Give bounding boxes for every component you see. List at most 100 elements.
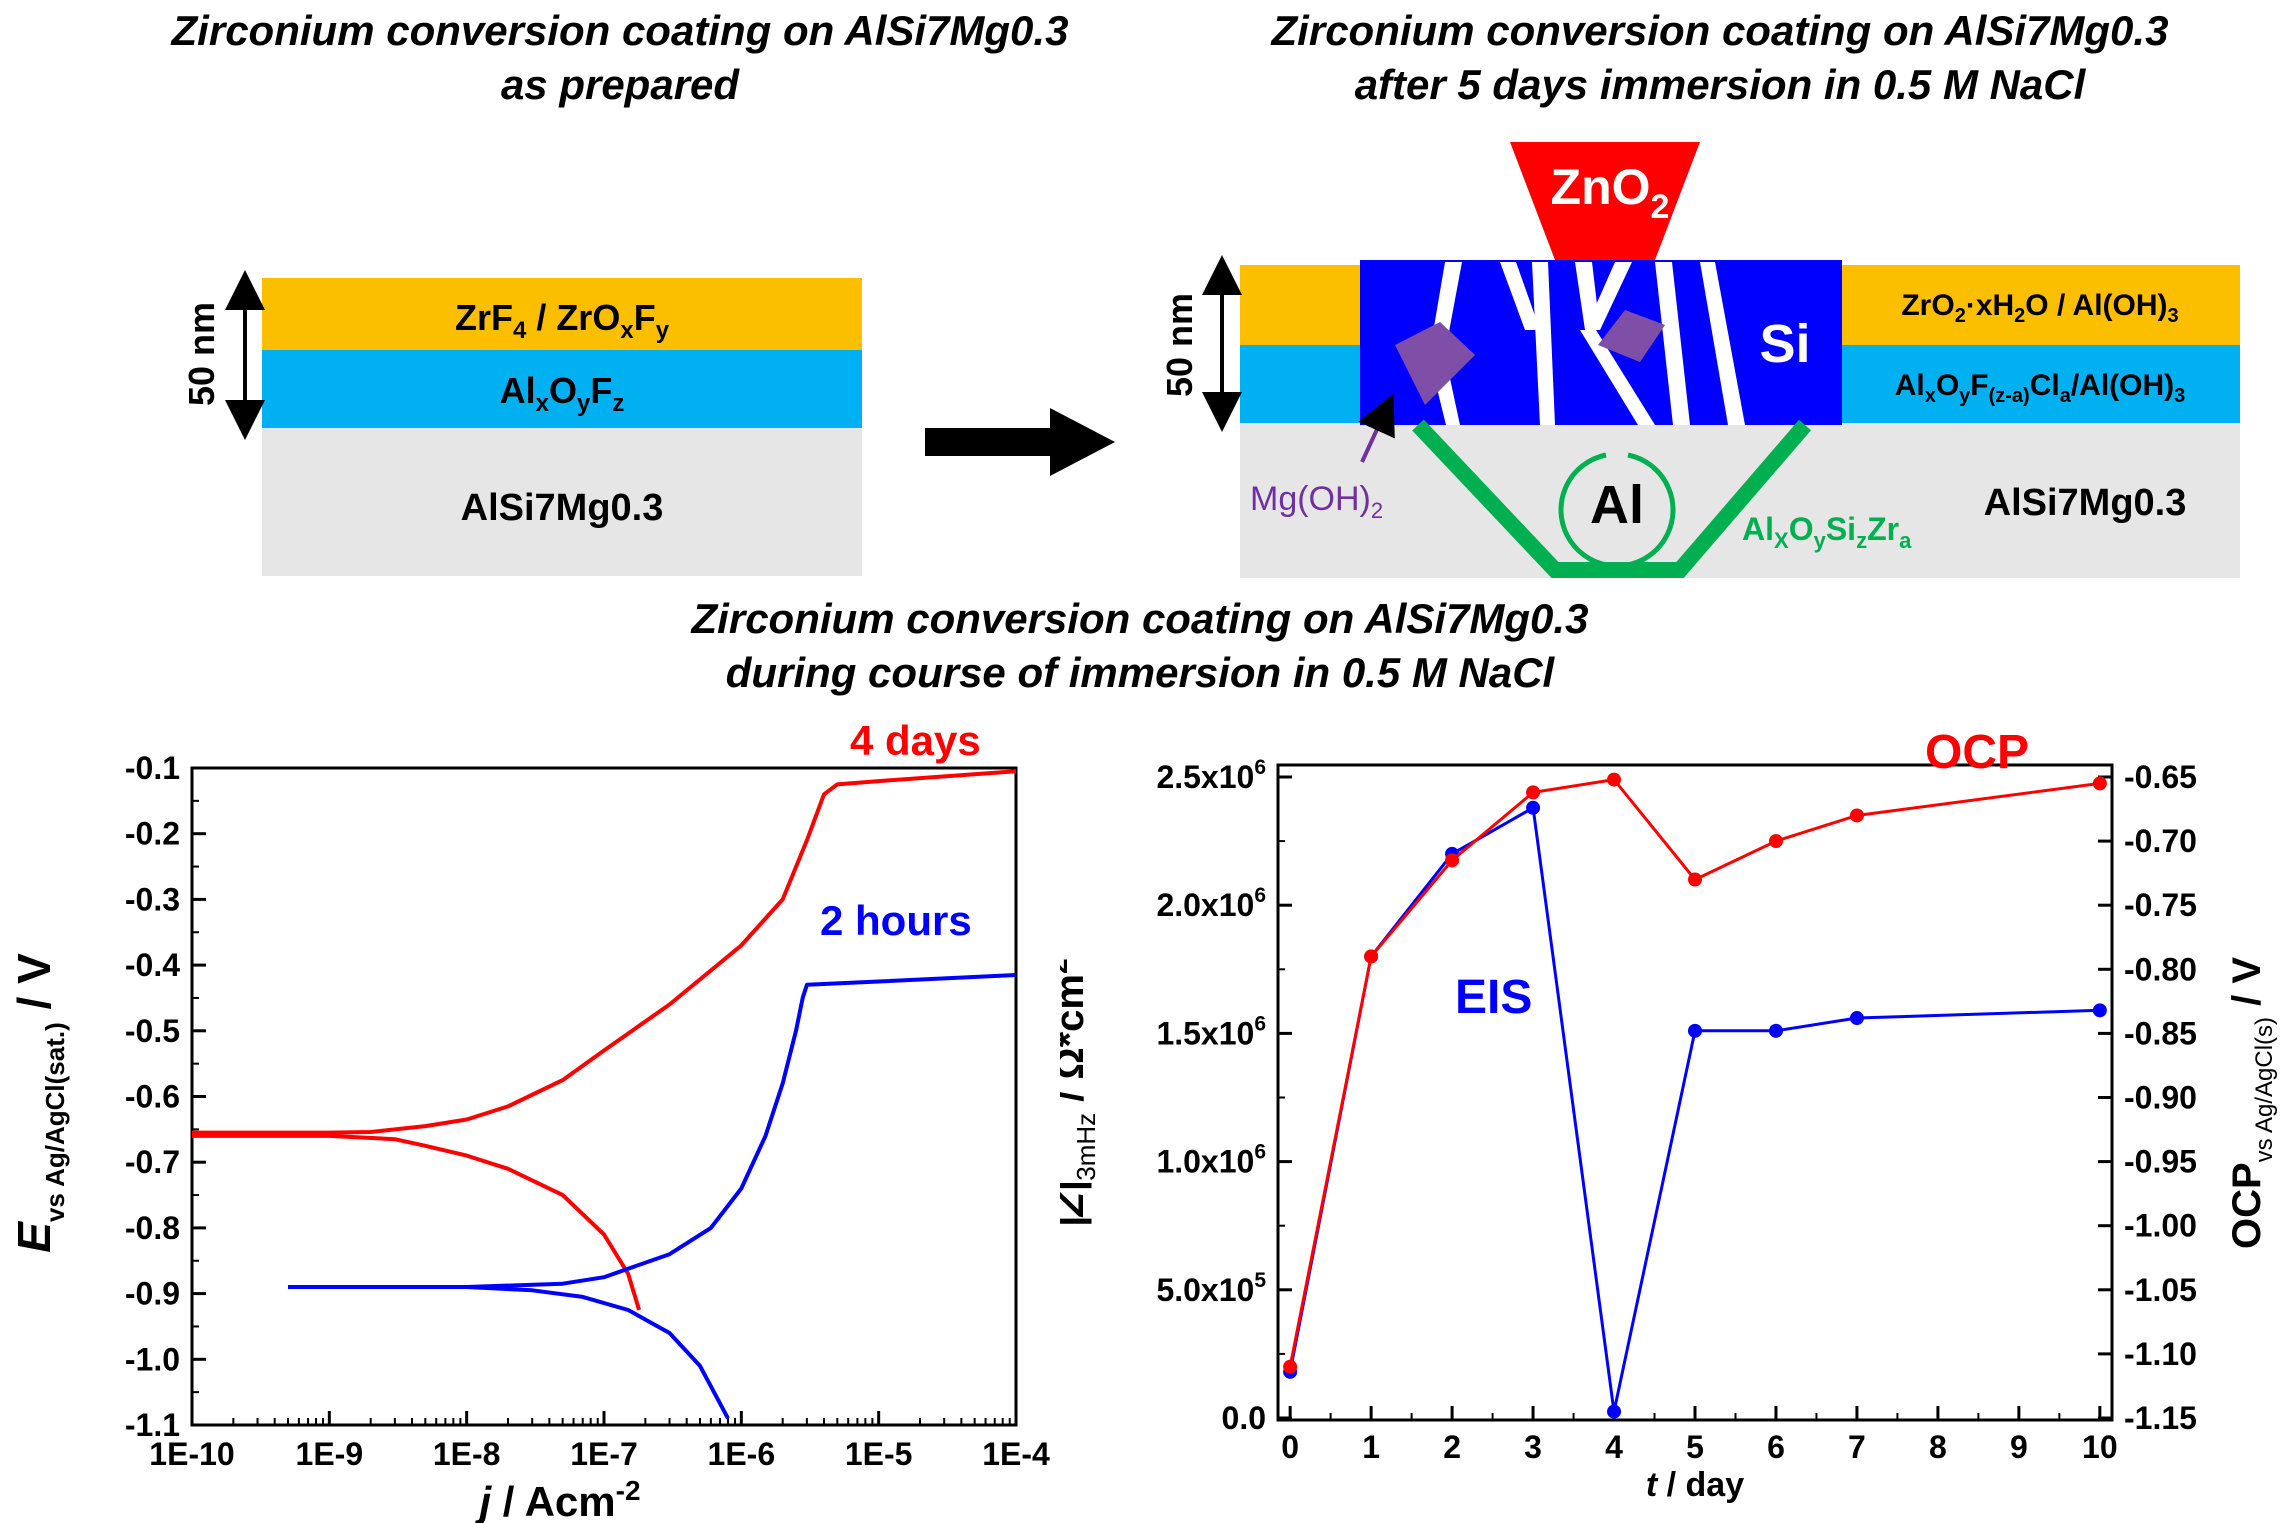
left-title-line2: as prepared: [500, 61, 740, 108]
data-point-eis: [1526, 800, 1541, 815]
y-left-tick-label: 2.0x106: [1156, 884, 1266, 923]
right-diagram-title: Zirconium conversion coating on AlSi7Mg0…: [1180, 4, 2260, 112]
y-tick-label: -0.8: [125, 1210, 180, 1246]
x-tick-label: 10: [2082, 1429, 2118, 1465]
left-substrate: [262, 428, 862, 576]
y-tick-label: -1.1: [125, 1407, 180, 1443]
mg-particle-2: [1598, 310, 1665, 362]
y-left-tick-label: 2.5x106: [1156, 756, 1266, 795]
series-label-eis: EIS: [1455, 971, 1532, 1024]
x-tick-label: 0: [1281, 1429, 1299, 1465]
series-label-ocp: OCP: [1925, 726, 2029, 779]
right-middle-layer-left: [1240, 345, 1360, 423]
data-point-ocp: [1445, 853, 1460, 868]
y-right-tick-label: -1.10: [2124, 1336, 2197, 1372]
mg-particle-1: [1395, 322, 1475, 405]
x-tick-label: 7: [1848, 1429, 1866, 1465]
right-substrate-label: AlSi7Mg0.3: [1984, 482, 2187, 524]
x-tick-label: 1E-4: [982, 1436, 1050, 1472]
y-tick-label: -0.2: [125, 816, 180, 852]
process-arrow: [925, 408, 1115, 476]
time-xlabel: t / day: [1646, 1466, 1744, 1504]
x-tick-label: 1E-7: [570, 1436, 638, 1472]
left-thickness-label: 50 nm: [181, 302, 222, 406]
polarization-plot-frame: [190, 766, 1018, 1427]
data-point-ocp: [1364, 949, 1379, 964]
data-point-ocp: [1526, 785, 1541, 800]
y-right-tick-label: -0.90: [2124, 1080, 2197, 1116]
y-right-tick-label: -0.75: [2124, 887, 2197, 923]
left-middle-layer: [262, 350, 862, 428]
y-tick-label: -0.7: [125, 1144, 180, 1180]
right-middle-layer-label: AlxOyF(z-a)Cla/Al(OH)3: [1895, 369, 2186, 407]
y-right-tick-label: -0.80: [2124, 951, 2197, 987]
x-tick-label: 1E-6: [708, 1436, 776, 1472]
data-point-ocp: [1607, 772, 1622, 787]
series-label-4-days: 4 days: [850, 723, 981, 764]
data-point-eis: [2092, 1003, 2107, 1018]
x-tick-label: 4: [1605, 1429, 1623, 1465]
y-right-tick-label: -1.05: [2124, 1272, 2197, 1308]
series-line-2-hours-cathodic: [288, 1285, 730, 1420]
y-tick-label: -0.9: [125, 1276, 180, 1312]
y-right-tick-label: -0.70: [2124, 823, 2197, 859]
left-diagram-title: Zirconium conversion coating on AlSi7Mg0…: [60, 4, 1180, 112]
interlayer-shape: [1412, 419, 1812, 578]
y-right-tick-label: -0.95: [2124, 1144, 2197, 1180]
data-point-ocp: [2092, 776, 2107, 791]
left-top-layer-label: ZrF4 / ZrOxFy: [455, 297, 670, 344]
mg-pointer: [1358, 393, 1395, 463]
right-top-layer-left: [1240, 265, 1360, 345]
mg-label: Mg(OH)2: [1250, 480, 1383, 523]
x-tick-label: 9: [2010, 1429, 2028, 1465]
y-tick-label: -0.4: [125, 947, 180, 983]
coating-diagrams: ZrF4 / ZrOxFy AlxOyFz AlSi7Mg0.3 50 nm Z…: [181, 142, 2240, 578]
time-ylabel-left: |Z|3mHz / Ω*cm2: [1060, 958, 1101, 1227]
x-tick-label: 1E-8: [433, 1436, 501, 1472]
al-label: Al: [1590, 475, 1644, 535]
x-tick-label: 6: [1767, 1429, 1785, 1465]
right-title-line1: Zirconium conversion coating on AlSi7Mg0…: [1271, 7, 2169, 54]
left-middle-layer-label: AlxOyFz: [500, 370, 625, 417]
y-right-tick-label: -1.00: [2124, 1208, 2197, 1244]
polarization-chart: 1E-10 1E-9 1E-8 1E-7 1E-6 1E-5 1E-4 -0.1 -0.2 -0.…: [8, 723, 1050, 1523]
left-substrate-label: AlSi7Mg0.3: [461, 487, 664, 529]
al-circle: [1558, 452, 1676, 569]
right-middle-layer-right: [1842, 345, 2240, 423]
y-right-tick-label: -0.65: [2124, 759, 2197, 795]
series-line-ocp: [1288, 777, 2101, 1367]
y-right-tick-label: -1.15: [2124, 1400, 2197, 1436]
left-top-layer: [262, 278, 862, 350]
right-top-layer-right: [1842, 265, 2240, 345]
polarization-ylabel: Evs Ag/AgCl(sat.) / V: [8, 953, 70, 1253]
data-point-ocp: [1849, 808, 1864, 823]
x-tick-label: 5: [1686, 1429, 1704, 1465]
y-tick-label: -0.5: [125, 1013, 180, 1049]
left-title-line1: Zirconium conversion coating on AlSi7Mg0…: [171, 7, 1069, 54]
series-label-2-hours: 2 hours: [820, 897, 972, 944]
series-line-2-hours-anodic: [288, 973, 1017, 1289]
x-tick-label: 2: [1443, 1429, 1461, 1465]
y-left-tick-label: 1.0x106: [1156, 1141, 1266, 1180]
x-tick-label: 3: [1524, 1429, 1542, 1465]
series-line-4-days-anodic: [192, 769, 1017, 1135]
time-ylabel-right: OCPvs Ag/AgCl(s) / V: [2225, 957, 2278, 1249]
interlayer-label: AlXOySizZra: [1742, 511, 1912, 553]
y-tick-label: -0.6: [125, 1079, 180, 1115]
data-point-ocp: [1768, 834, 1783, 849]
series-line-4-days-cathodic: [192, 1133, 642, 1311]
y-tick-label: -0.1: [125, 750, 180, 786]
x-tick-label: 1E-9: [296, 1436, 364, 1472]
right-thickness-label: 50 nm: [1159, 293, 1200, 397]
x-tick-label: 1E-10: [149, 1436, 234, 1472]
data-point-eis: [1849, 1011, 1864, 1026]
data-point-ocp: [1688, 872, 1702, 887]
data-point-ocp: [1283, 1359, 1298, 1374]
time-chart: 0 1 2 3 4 5 6 7 8 9 10 0.0 5.0x105 1.0x106 1.5x106 2.0x…: [1060, 726, 2278, 1504]
right-title-line2: after 5 days immersion in 0.5 M NaCl: [1354, 61, 2086, 108]
series-line-eis: [1288, 805, 2100, 1412]
charts-title: Zirconium conversion coating on AlSi7Mg0…: [480, 592, 1800, 700]
y-left-tick-label: 0.0: [1222, 1400, 1266, 1436]
zno2-label: ZnO2: [1551, 159, 1670, 226]
right-diagram: ZnO2 Si Al Mg(OH)2 AlXOySizZra AlSi7Mg0.…: [1159, 142, 2240, 578]
